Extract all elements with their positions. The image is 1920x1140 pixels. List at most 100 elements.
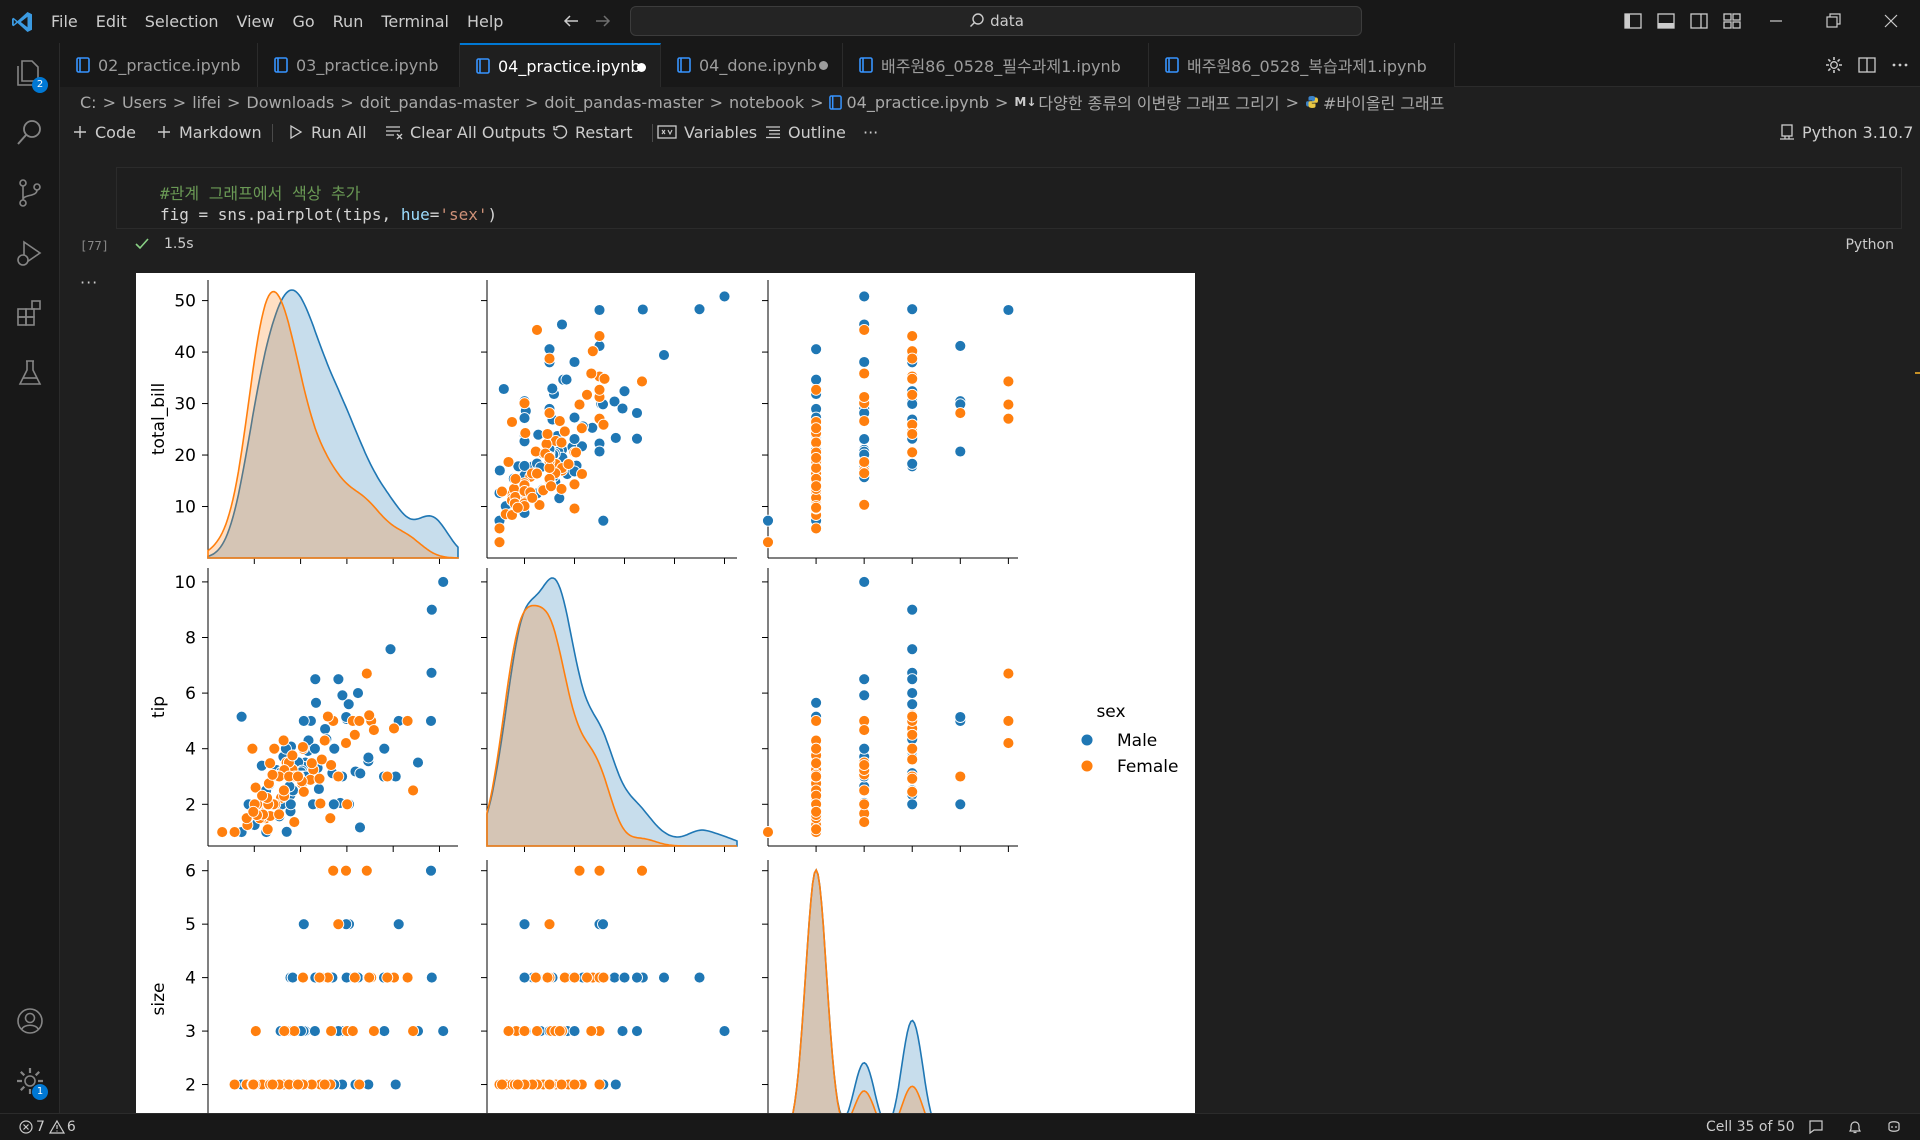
code-line: fig = sns.pairplot(tips, hue='sex') <box>160 205 497 224</box>
y-tick-label: 8 <box>185 629 196 649</box>
menu-terminal[interactable]: Terminal <box>381 12 449 31</box>
scatter-point-female <box>597 418 610 431</box>
tab-review-assignment[interactable]: 배주원86_0528_복습과제1.ipynb <box>1149 43 1455 87</box>
breadcrumb-item[interactable]: lifei <box>192 92 221 112</box>
extensions-icon[interactable] <box>14 297 46 329</box>
menu-run[interactable]: Run <box>332 12 364 31</box>
scatter-point-female <box>762 826 774 839</box>
toolbar-more-button[interactable]: ··· <box>863 117 878 147</box>
execution-time: 1.5s <box>164 236 194 252</box>
tab-required-assignment[interactable]: 배주원86_0528_필수과제1.ipynb <box>843 43 1149 87</box>
run-all-button[interactable]: Run All <box>288 117 367 147</box>
scatter-point-female <box>858 323 871 336</box>
scatter-point-female <box>858 367 871 380</box>
unsaved-dot-icon[interactable] <box>819 61 828 70</box>
add-code-cell-button[interactable]: Code <box>72 117 136 147</box>
scatter-point-female <box>810 714 823 727</box>
tab-label: 02_practice.ipynb <box>98 55 241 75</box>
split-editor-icon[interactable] <box>1857 55 1877 75</box>
tab-03-practice[interactable]: 03_practice.ipynb <box>258 43 460 87</box>
breadcrumb-item[interactable]: 다양한 종류의 이변량 그래프 그리기 <box>1038 94 1280 113</box>
outline-label: Outline <box>788 122 846 142</box>
forward-arrow-icon[interactable] <box>592 10 614 32</box>
cell-position[interactable]: Cell 35 of 50 <box>1706 1119 1795 1135</box>
scatter-point-female <box>568 478 581 491</box>
close-window-icon[interactable] <box>1880 10 1902 32</box>
output-actions-button[interactable]: ··· <box>80 273 99 292</box>
menu-edit[interactable]: Edit <box>95 12 127 31</box>
scatter-point-female <box>541 971 554 984</box>
notebook-icon <box>476 58 490 74</box>
breadcrumb-item[interactable]: C: <box>80 92 97 112</box>
tab-label: 04_practice.ipynb <box>498 56 641 76</box>
menu-view[interactable]: View <box>236 12 275 31</box>
scatter-point-female <box>228 826 241 839</box>
scatter-point-female <box>906 330 919 343</box>
back-arrow-icon[interactable] <box>560 10 582 32</box>
add-markdown-cell-button[interactable]: Markdown <box>156 117 262 147</box>
more-actions-icon[interactable] <box>1890 55 1910 75</box>
copilot-status-icon[interactable] <box>1886 1119 1902 1135</box>
scatter-point-female <box>810 383 823 396</box>
scatter-point-female <box>585 367 598 380</box>
tab-04-done[interactable]: 04_done.ipynb <box>661 43 843 87</box>
restore-icon[interactable] <box>1822 10 1844 32</box>
menu-go[interactable]: Go <box>292 12 315 31</box>
kernel-picker-button[interactable]: Python 3.10.7 <box>1779 117 1913 147</box>
outline-button[interactable]: Outline <box>765 117 846 147</box>
problems-indicator[interactable]: 7 6 <box>18 1114 76 1140</box>
code-cell-editor[interactable]: #관계 그래프에서 색상 추가 fig = sns.pairplot(tips,… <box>116 167 1902 229</box>
scatter-point-female <box>810 480 823 493</box>
scatter-point-male <box>693 971 706 984</box>
scatter-point-female <box>531 467 543 480</box>
breadcrumb-item[interactable]: Users <box>121 92 167 112</box>
y-tick-label: 2 <box>185 1076 196 1096</box>
run-and-debug-icon[interactable] <box>14 237 46 269</box>
minimize-icon[interactable] <box>1765 10 1787 32</box>
gear-icon[interactable] <box>1824 55 1844 75</box>
scatter-point-male <box>858 575 871 588</box>
menu-file[interactable]: File <box>51 12 78 31</box>
toggle-secondary-sidebar-icon[interactable] <box>1688 10 1710 32</box>
breadcrumb-item[interactable]: 04_practice.ipynb <box>846 92 989 112</box>
cell-language-label[interactable]: Python <box>1845 237 1894 253</box>
kde-female <box>207 290 459 559</box>
menu-bar: File Edit Selection View Go Run Terminal… <box>42 0 512 43</box>
tab-02-practice[interactable]: 02_practice.ipynb <box>60 43 258 87</box>
scatter-point-female <box>597 971 610 984</box>
search-sidebar-icon[interactable] <box>14 117 46 149</box>
breadcrumb-item[interactable]: Downloads <box>246 92 335 112</box>
notifications-bell-icon[interactable] <box>1847 1119 1863 1135</box>
unsaved-dot-icon[interactable] <box>637 63 646 72</box>
scatter-point-female <box>268 742 281 755</box>
scatter-point-female <box>810 501 823 514</box>
menu-help[interactable]: Help <box>466 12 504 31</box>
variables-button[interactable]: Variables <box>657 117 757 147</box>
toggle-panel-icon[interactable] <box>1655 10 1677 32</box>
execution-status: 1.5s <box>134 236 194 252</box>
source-control-icon[interactable] <box>14 177 46 209</box>
explorer-icon[interactable] <box>14 57 46 89</box>
feedback-icon[interactable] <box>1808 1119 1824 1135</box>
legend-entry-male: Male <box>1117 731 1157 751</box>
scrollbar-marker <box>1915 372 1920 374</box>
breadcrumb-item[interactable]: notebook <box>729 92 805 112</box>
restart-kernel-button[interactable]: Restart <box>552 117 633 147</box>
command-center-search[interactable]: data <box>630 6 1362 36</box>
scatter-point-male <box>437 575 450 588</box>
breadcrumb-item[interactable]: doit_pandas-master <box>544 92 704 112</box>
menu-selection[interactable]: Selection <box>144 12 219 31</box>
scatter-point-female <box>367 724 380 737</box>
customize-layout-icon[interactable] <box>1721 10 1743 32</box>
testing-flask-icon[interactable] <box>14 357 46 389</box>
scatter-point-female <box>562 458 575 471</box>
scatter-point-female <box>496 1078 508 1091</box>
scatter-point-male <box>284 798 297 811</box>
toggle-primary-sidebar-icon[interactable] <box>1622 10 1644 32</box>
breadcrumb-item[interactable]: doit_pandas-master <box>359 92 519 112</box>
breadcrumb-item[interactable]: #바이올린 그래프 <box>1322 94 1445 113</box>
tab-04-practice[interactable]: 04_practice.ipynb <box>460 43 661 87</box>
scatter-point-male <box>906 698 919 711</box>
clear-all-outputs-button[interactable]: Clear All Outputs <box>385 117 546 147</box>
accounts-icon[interactable] <box>14 1005 46 1037</box>
